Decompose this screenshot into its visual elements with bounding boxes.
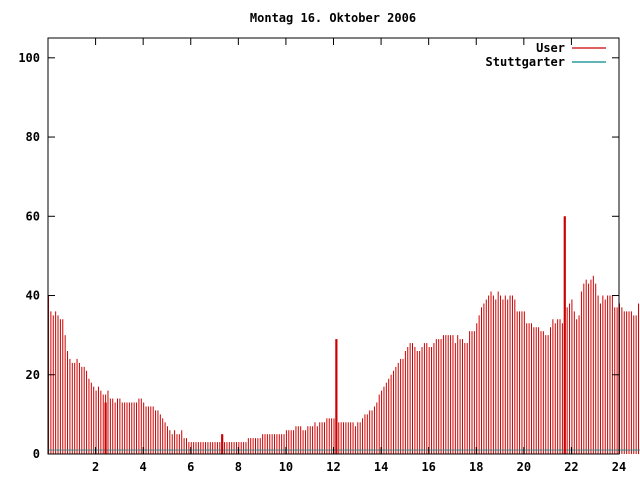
x-tick-label: 20: [517, 460, 531, 474]
y-tick-label: 20: [26, 368, 40, 382]
y-axis: 0 20 40 60 80 100: [18, 51, 619, 461]
highlight-bars: [104, 216, 566, 454]
y-tick-label: 80: [26, 130, 40, 144]
x-tick-label: 22: [564, 460, 578, 474]
user-series-bars: [48, 275, 640, 454]
y-tick-label: 60: [26, 209, 40, 223]
chart-title: Montag 16. Oktober 2006: [250, 11, 416, 25]
x-tick-label: 12: [326, 460, 340, 474]
x-tick-label: 10: [279, 460, 293, 474]
y-tick-label: 0: [33, 447, 40, 461]
x-tick-label: 6: [187, 460, 194, 474]
x-tick-label: 24: [612, 460, 626, 474]
x-axis: 2 4 6 8 10 12 14 16 18 20 22 24: [92, 38, 626, 474]
legend-label-stuttgarter: Stuttgarter: [486, 55, 565, 69]
x-tick-label: 4: [140, 460, 147, 474]
x-tick-label: 16: [421, 460, 435, 474]
y-tick-label: 40: [26, 289, 40, 303]
legend-label-user: User: [536, 41, 565, 55]
x-tick-label: 14: [374, 460, 388, 474]
x-tick-label: 8: [235, 460, 242, 474]
legend: User Stuttgarter: [486, 41, 606, 69]
x-tick-label: 18: [469, 460, 483, 474]
x-tick-label: 2: [92, 460, 99, 474]
y-tick-label: 100: [18, 51, 40, 65]
